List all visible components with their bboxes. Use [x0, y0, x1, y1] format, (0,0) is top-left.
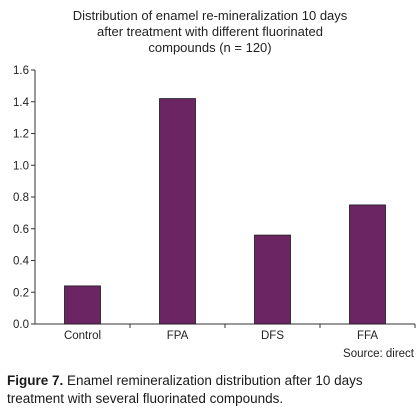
y-tick-label: 0.6 — [13, 224, 29, 236]
x-tick-label: FPA — [167, 330, 189, 342]
bar-dfs — [254, 234, 291, 325]
chart-title: Distribution of enamel re-mineralization… — [40, 8, 380, 56]
chart-title-line: compounds (n = 120) — [148, 40, 272, 55]
bar-control — [64, 285, 101, 325]
y-tick-label: 0.4 — [13, 256, 30, 268]
y-tick-label: 0.8 — [13, 192, 29, 204]
y-tick-label: 1.6 — [13, 65, 29, 77]
chart-title-line: after treatment with different fluorinat… — [97, 24, 323, 39]
caption-label: Figure 7. — [7, 373, 64, 388]
x-tick-label: Control — [64, 330, 101, 342]
chart-title-line: Distribution of enamel re-mineralization… — [72, 8, 348, 23]
bar-ffa — [349, 204, 386, 325]
x-tick-label: DFS — [261, 330, 284, 342]
bar-fpa — [159, 98, 196, 325]
y-tick-label: 1.2 — [13, 129, 29, 141]
y-tick-label: 0.0 — [13, 319, 29, 331]
figure-caption: Figure 7. Enamel remineralization distri… — [7, 372, 413, 408]
x-tick-label: FFA — [357, 330, 378, 342]
y-tick-label: 1.0 — [13, 160, 29, 172]
source-note: Source: direct — [343, 348, 414, 360]
caption-text: Enamel remineralization distribution aft… — [7, 373, 363, 406]
y-tick-label: 1.4 — [13, 97, 30, 109]
y-tick-label: 0.2 — [13, 287, 29, 299]
